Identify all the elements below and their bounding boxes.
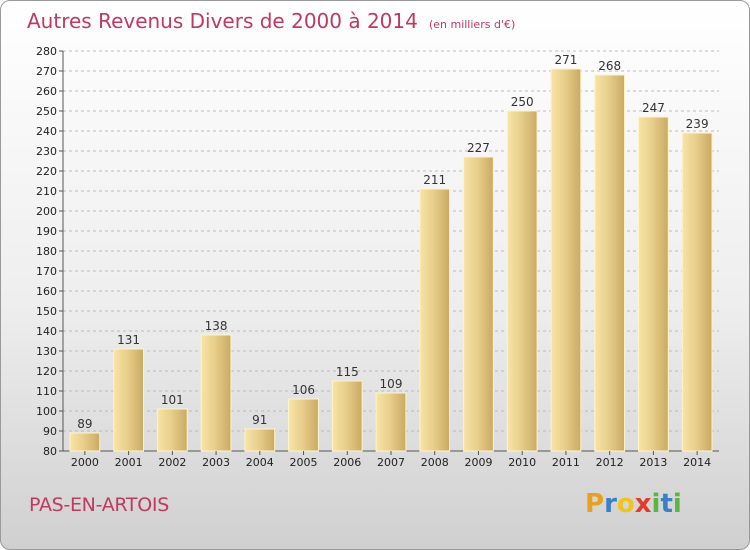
y-tick-label: 240: [36, 125, 57, 138]
y-tick-label: 80: [43, 445, 57, 458]
bar: [69, 432, 101, 452]
x-tick-label: 2011: [552, 456, 580, 469]
y-tick-label: 220: [36, 165, 57, 178]
bar-chart: 8090100110120130140150160170180190200210…: [36, 45, 719, 469]
y-tick-label: 180: [36, 245, 57, 258]
bar-value-label: 101: [161, 393, 184, 407]
y-tick-label: 260: [36, 85, 57, 98]
bar: [331, 380, 363, 452]
y-tick-label: 100: [36, 405, 57, 418]
x-tick-label: 2001: [115, 456, 143, 469]
x-tick-label: 2009: [464, 456, 492, 469]
bar-value-label: 239: [686, 117, 709, 131]
bar-value-label: 106: [292, 383, 315, 397]
y-tick-label: 230: [36, 145, 57, 158]
y-tick-label: 270: [36, 65, 57, 78]
bar-value-label: 89: [77, 417, 92, 431]
bar: [638, 116, 669, 452]
x-tick-label: 2008: [421, 456, 449, 469]
x-tick-label: 2007: [377, 456, 405, 469]
x-tick-label: 2004: [246, 456, 274, 469]
chart-subtitle: (en milliers d'€): [428, 18, 516, 31]
x-tick-label: 2002: [158, 456, 186, 469]
logo-letter: t: [660, 489, 673, 519]
bar: [550, 68, 582, 452]
bar-value-label: 268: [598, 59, 621, 73]
y-tick-label: 190: [36, 225, 57, 238]
bar-value-label: 131: [117, 333, 140, 347]
chart-title: Autres Revenus Divers de 2000 à 2014: [27, 9, 418, 33]
bar: [244, 428, 276, 452]
y-tick-label: 140: [36, 325, 57, 338]
logo-letter: r: [604, 489, 617, 519]
x-tick-label: 2000: [71, 456, 99, 469]
bar-value-label: 91: [252, 413, 267, 427]
bar: [419, 188, 451, 452]
bar-value-label: 115: [336, 365, 359, 379]
bar-value-label: 109: [380, 377, 403, 391]
y-tick-label: 130: [36, 345, 57, 358]
logo-letter: o: [616, 489, 635, 519]
y-tick-label: 90: [43, 425, 57, 438]
bar: [288, 398, 319, 452]
bar: [463, 156, 494, 452]
proxiti-logo: Proxiti: [585, 489, 682, 519]
y-tick-label: 210: [36, 185, 57, 198]
location-label: PAS-EN-ARTOIS: [29, 494, 169, 516]
bar-value-label: 138: [205, 319, 228, 333]
bar: [681, 132, 713, 452]
bar-value-label: 211: [423, 173, 446, 187]
logo-letter: x: [634, 489, 652, 519]
bar: [200, 334, 232, 452]
x-tick-label: 2014: [683, 456, 711, 469]
y-tick-label: 170: [36, 265, 57, 278]
y-tick-label: 150: [36, 305, 57, 318]
logo-letter: P: [585, 489, 605, 519]
logo-letter: i: [672, 489, 682, 519]
x-tick-label: 2005: [290, 456, 318, 469]
x-tick-label: 2010: [508, 456, 536, 469]
y-tick-label: 280: [36, 45, 57, 58]
bar-value-label: 271: [554, 53, 577, 67]
bar: [375, 392, 407, 452]
y-tick-label: 160: [36, 285, 57, 298]
y-tick-label: 200: [36, 205, 57, 218]
y-tick-label: 120: [36, 365, 57, 378]
y-tick-label: 110: [36, 385, 57, 398]
bar: [594, 74, 626, 452]
x-tick-label: 2013: [639, 456, 667, 469]
bar: [156, 408, 188, 452]
chart-title-block: Autres Revenus Divers de 2000 à 2014 (en…: [27, 9, 515, 33]
x-tick-label: 2006: [333, 456, 361, 469]
x-tick-label: 2003: [202, 456, 230, 469]
x-tick-label: 2012: [596, 456, 624, 469]
bar-value-label: 227: [467, 141, 490, 155]
y-tick-label: 250: [36, 105, 57, 118]
bar: [506, 110, 538, 452]
bar-value-label: 250: [511, 95, 534, 109]
bar-value-label: 247: [642, 101, 665, 115]
bar: [113, 348, 144, 452]
logo-letter: i: [651, 489, 661, 519]
